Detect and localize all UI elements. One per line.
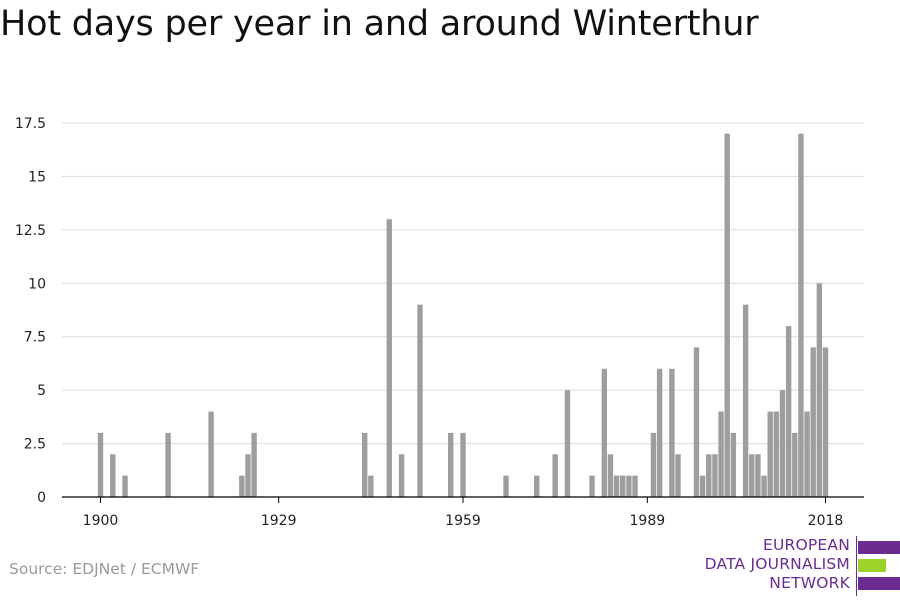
bar [798, 133, 804, 497]
bar [742, 304, 749, 497]
bar [589, 475, 595, 497]
bar [785, 326, 792, 497]
axes [62, 496, 864, 503]
bar [245, 454, 251, 497]
y-tick-label: 7.5 [24, 330, 46, 346]
bar [669, 368, 675, 497]
bar [460, 432, 466, 497]
bar [712, 454, 718, 497]
logo-bar-middle [858, 559, 886, 572]
bar [792, 432, 798, 497]
y-tick-label: 15 [28, 169, 46, 185]
bar [675, 454, 681, 497]
edjnet-logo: EUROPEAN DATA JOURNALISM NETWORK [690, 536, 900, 596]
bar [779, 390, 786, 497]
bar [165, 432, 171, 497]
logo-divider [856, 536, 857, 596]
y-tick-label: 12.5 [15, 223, 46, 239]
logo-bar-top [858, 541, 900, 554]
bar [503, 475, 509, 497]
x-tick-label: 1929 [261, 513, 297, 529]
y-tick-label: 5 [37, 383, 46, 399]
logo-line-network: NETWORK [769, 574, 850, 592]
bar [122, 475, 128, 497]
bar [368, 475, 374, 497]
y-tick-labels: 0 2.5 5 7.5 10 12.5 15 17.5 [15, 116, 46, 506]
bar [724, 133, 730, 497]
bar [650, 432, 657, 497]
bar [816, 283, 823, 497]
bar [239, 475, 245, 497]
x-tick-label: 1989 [630, 513, 666, 529]
bar [97, 432, 104, 497]
bar [552, 454, 558, 497]
bar [626, 475, 632, 497]
x-tick-label: 1900 [83, 513, 119, 529]
bar [208, 411, 214, 497]
bar [251, 432, 257, 497]
gridlines [62, 122, 864, 445]
x-tick-labels: 1900 1929 1959 1989 2018 [83, 513, 844, 529]
bar [761, 475, 767, 497]
bar [773, 411, 780, 497]
bar [398, 454, 405, 497]
y-tick-label: 17.5 [15, 116, 46, 132]
y-tick-label: 10 [28, 276, 46, 292]
logo-bar-bottom [858, 577, 900, 590]
bar [699, 475, 706, 497]
bar [693, 347, 700, 497]
chart-title: Hot days per year in and around Winterth… [0, 4, 759, 44]
y-tick-label: 0 [37, 490, 46, 506]
bar [620, 475, 626, 497]
bar [822, 347, 829, 497]
bar [601, 368, 608, 497]
bar [361, 432, 368, 497]
bar [564, 390, 571, 497]
bars [97, 133, 829, 497]
bar [706, 454, 712, 497]
bar [656, 368, 663, 497]
bar [417, 304, 423, 497]
bar [110, 454, 116, 497]
bar [718, 411, 724, 497]
source-note: Source: EDJNet / ECMWF [9, 560, 200, 578]
bar [767, 411, 773, 497]
logo-line-data-journalism: DATA JOURNALISM [704, 555, 850, 573]
bar [755, 454, 761, 497]
bar [613, 475, 620, 497]
bar [730, 432, 737, 497]
x-tick-label: 1959 [445, 513, 481, 529]
logo-line-european: EUROPEAN [762, 536, 850, 554]
bar [607, 454, 614, 497]
bar [534, 475, 540, 497]
bar [386, 219, 392, 497]
x-tick-label: 2018 [808, 513, 844, 529]
bar [632, 475, 638, 497]
bar [804, 411, 810, 497]
bar [448, 432, 454, 497]
bar [810, 347, 816, 497]
y-tick-label: 2.5 [24, 437, 46, 453]
bar [749, 454, 755, 497]
logo-text: EUROPEAN DATA JOURNALISM NETWORK [705, 536, 850, 593]
